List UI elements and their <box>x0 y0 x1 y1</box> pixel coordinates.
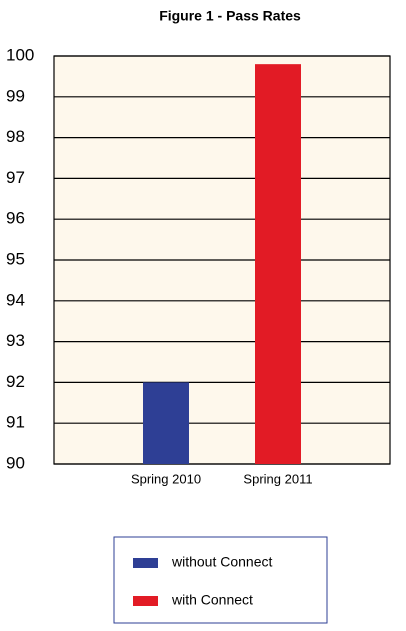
legend-swatch <box>133 558 158 568</box>
y-tick-label: 90 <box>6 453 25 472</box>
bar <box>255 64 301 464</box>
legend-box <box>113 536 328 624</box>
legend-label: without Connect <box>171 554 273 570</box>
chart-title: Figure 1 - Pass Rates <box>159 8 301 24</box>
legend-label: with Connect <box>171 592 253 608</box>
y-tick-label: 93 <box>6 331 25 350</box>
bar <box>143 382 189 464</box>
x-tick-label: Spring 2011 <box>243 471 312 486</box>
y-tick-label: 91 <box>6 413 25 432</box>
y-tick-label: 97 <box>6 168 25 187</box>
y-tick-label: 94 <box>6 290 25 309</box>
y-tick-label: 96 <box>6 209 25 228</box>
y-tick-label: 95 <box>6 249 25 268</box>
legend-swatch <box>133 596 158 606</box>
x-tick-label: Spring 2010 <box>131 471 201 486</box>
y-tick-label: 98 <box>6 127 25 146</box>
y-tick-label: 92 <box>6 372 25 391</box>
y-tick-label: 100 <box>6 45 34 64</box>
y-tick-label: 99 <box>6 86 25 105</box>
